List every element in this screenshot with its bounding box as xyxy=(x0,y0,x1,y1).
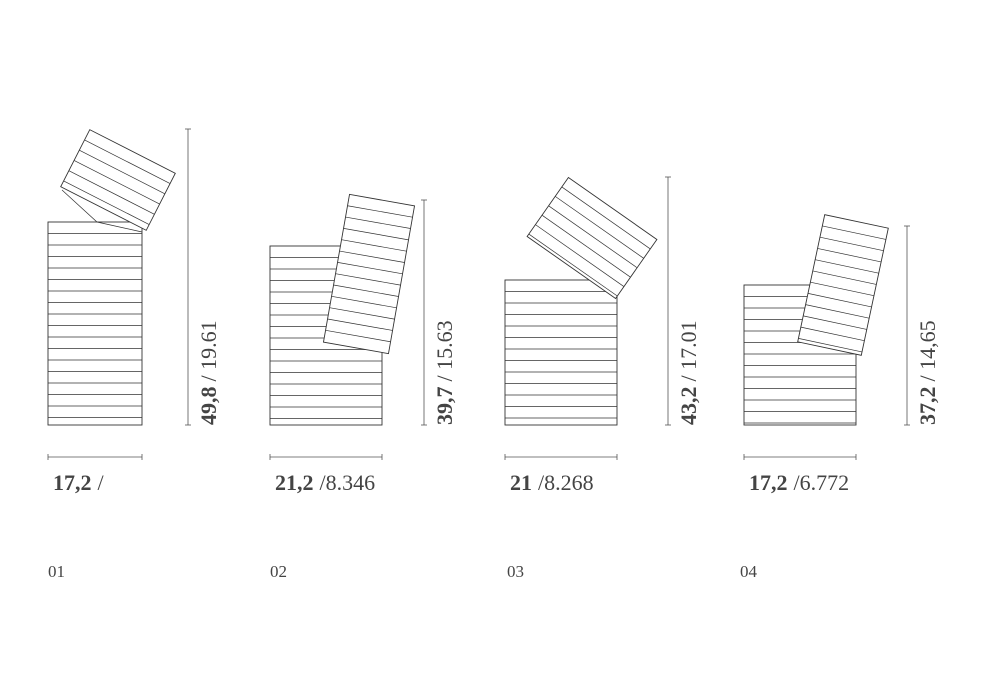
height-dimension: 43,2 / 17.01 xyxy=(676,320,701,425)
width-cm: 17,2 xyxy=(749,470,788,495)
width-dimension: 17,2/6.772 xyxy=(749,470,849,495)
width-cm: 21 xyxy=(510,470,532,495)
height-dimension: 49,8 / 19.61 xyxy=(196,320,221,425)
width-dimension: 17,2/ xyxy=(53,470,105,495)
module-stripe xyxy=(325,329,391,343)
height-cm: 39,7 xyxy=(432,387,457,426)
module-stripe xyxy=(333,284,399,297)
module xyxy=(47,221,143,426)
item-label: 01 xyxy=(48,562,65,581)
module-stripe xyxy=(798,338,863,353)
module-stripe xyxy=(805,304,870,319)
module-stripe xyxy=(331,295,397,309)
module xyxy=(797,214,889,356)
module-stripe xyxy=(815,259,879,274)
module-stripe xyxy=(822,225,886,240)
module-stripe xyxy=(548,205,638,269)
width-in: /8.268 xyxy=(538,470,594,495)
width-cm: 21,2 xyxy=(275,470,314,495)
module-stripe xyxy=(812,270,877,285)
item-label: 02 xyxy=(270,562,287,581)
module-stripe xyxy=(339,250,405,263)
width-cm: 17,2 xyxy=(53,470,92,495)
height-dimension: 37,2 / 14,65 xyxy=(915,320,940,425)
height-in: / 14,65 xyxy=(915,320,940,381)
module-stripe xyxy=(807,293,872,308)
item-label: 03 xyxy=(507,562,524,581)
module-outline xyxy=(322,193,416,355)
module-stripe xyxy=(561,186,651,250)
module-stripe xyxy=(535,224,625,287)
module-stripe xyxy=(345,216,411,229)
module-outline xyxy=(60,129,176,231)
module-stripe xyxy=(817,248,882,263)
module-stripe xyxy=(343,228,409,241)
module-stripe xyxy=(800,326,865,342)
height-dimension: 39,7 / 15.63 xyxy=(432,320,457,425)
height-in: / 19.61 xyxy=(196,320,221,381)
module-stripe xyxy=(63,180,150,225)
module-outline xyxy=(47,221,143,426)
module-stripe xyxy=(555,196,644,259)
module-stripe xyxy=(528,233,618,297)
height-cm: 37,2 xyxy=(915,387,940,426)
module xyxy=(322,193,416,355)
module-stripe xyxy=(341,239,407,252)
width-in: / xyxy=(98,470,105,495)
module-stripe xyxy=(79,149,166,195)
module-outline xyxy=(504,279,618,426)
module-stripe xyxy=(819,236,884,252)
module-stripe xyxy=(337,262,403,275)
height-cm: 43,2 xyxy=(676,387,701,426)
joint-line xyxy=(61,189,143,233)
width-dimension: 21,2/8.346 xyxy=(275,470,375,495)
item-label: 04 xyxy=(740,562,758,581)
module-stripe xyxy=(329,307,395,320)
module-outline xyxy=(526,176,658,300)
module xyxy=(526,176,658,300)
width-dimension: 21/8.268 xyxy=(510,470,594,495)
width-in: /8.346 xyxy=(320,470,376,495)
module-stripe xyxy=(803,315,867,330)
module xyxy=(60,129,176,231)
module xyxy=(504,279,618,426)
module-stripe xyxy=(327,318,393,331)
module-stripe xyxy=(73,160,160,205)
module-stripe xyxy=(810,281,875,297)
module-stripe xyxy=(68,170,155,215)
module-stripe xyxy=(335,273,401,286)
module-stripe xyxy=(541,214,631,278)
module-outline xyxy=(797,214,889,356)
width-in: /6.772 xyxy=(794,470,850,495)
height-in: / 15.63 xyxy=(432,320,457,381)
height-cm: 49,8 xyxy=(196,387,221,426)
module-stripe xyxy=(347,205,413,218)
height-in: / 17.01 xyxy=(676,320,701,381)
module-stripe xyxy=(84,139,171,184)
